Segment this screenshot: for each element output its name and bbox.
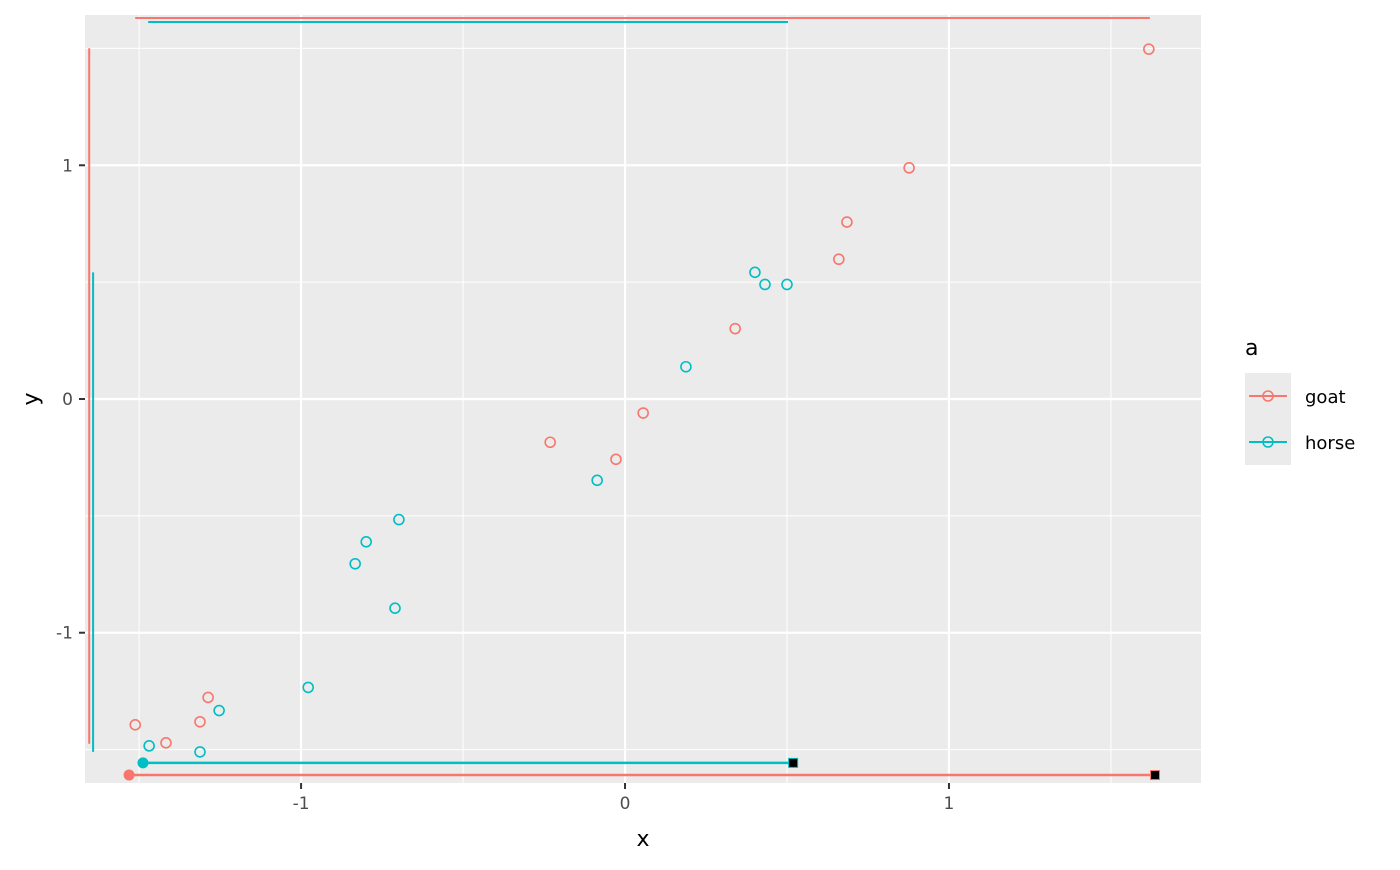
point-goat (129, 719, 142, 731)
x-tick-label: 0 (620, 794, 631, 814)
legend: a goat horse (1245, 336, 1355, 465)
legend-point-horse (1262, 436, 1274, 448)
segment-start-point-goat (123, 769, 135, 781)
grid (85, 15, 1201, 783)
point-horse (749, 266, 761, 279)
y-tick-label: 0 (62, 390, 73, 410)
segment-start-point-horse (137, 757, 149, 769)
point-horse (393, 513, 405, 526)
point-goat (194, 715, 206, 728)
legend-point-goat (1262, 390, 1274, 402)
point-horse (302, 681, 315, 694)
point-horse (591, 474, 603, 487)
y-tick-label: 1 (62, 156, 73, 176)
point-goat (1143, 43, 1155, 55)
point-horse (360, 536, 372, 548)
x-axis-label: x (636, 827, 649, 852)
point-goat (544, 436, 556, 449)
point-goat (202, 691, 214, 704)
point-horse (194, 746, 206, 758)
point-horse (389, 602, 401, 614)
legend-label-horse: horse (1305, 433, 1355, 454)
x-tick-label: -1 (293, 794, 310, 814)
legend-title: a (1245, 336, 1258, 361)
point-goat (729, 322, 741, 335)
point-goat (833, 253, 845, 266)
y-axis-label: y (19, 392, 44, 405)
point-goat (841, 216, 853, 228)
point-horse (781, 278, 793, 291)
marks (88, 17, 1160, 781)
point-goat (637, 407, 649, 419)
point-horse (349, 557, 361, 570)
axes: -1 0 1 -1 0 1 (56, 156, 954, 814)
point-horse (759, 278, 771, 291)
segment-end-point-horse (788, 757, 799, 768)
y-tick-label: -1 (56, 624, 73, 644)
point-goat (610, 453, 622, 466)
point-goat (903, 162, 915, 174)
point-horse (143, 740, 155, 752)
point-horse (213, 704, 225, 717)
segment-end-point-goat (1149, 770, 1160, 781)
x-tick-label: 1 (944, 794, 955, 814)
legend-label-goat: goat (1305, 387, 1346, 408)
point-goat (160, 737, 172, 749)
point-horse (680, 360, 692, 373)
